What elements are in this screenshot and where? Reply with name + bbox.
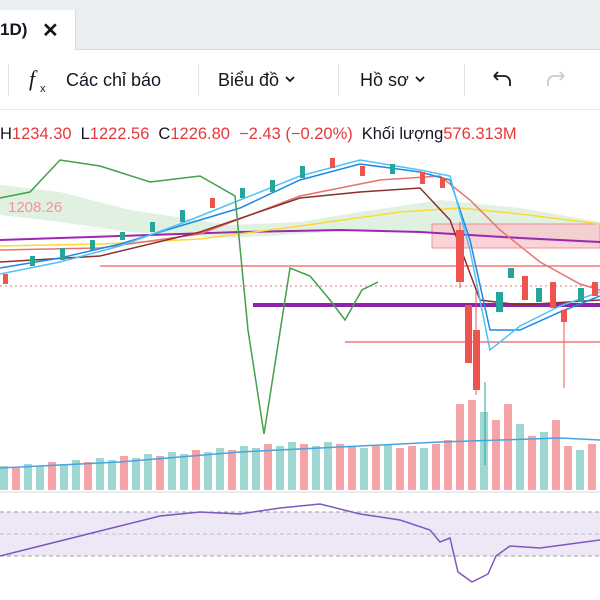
ma-line [0, 207, 600, 247]
low-label: L [80, 125, 90, 143]
high-label: H [0, 125, 12, 143]
price-level-label: 1208.26 [8, 199, 63, 216]
chart-type-button[interactable]: Biểu đồ [218, 50, 301, 110]
toolbar-divider [198, 64, 199, 96]
candles [3, 158, 598, 395]
low-value: 1222.56 [89, 125, 150, 143]
svg-text:x: x [40, 83, 46, 95]
oscillator-line [0, 159, 379, 435]
function-icon: f x [29, 66, 46, 95]
close-icon[interactable]: ✕ [42, 20, 59, 42]
close-value: 1226.80 [170, 125, 230, 143]
close-label: C [158, 125, 171, 143]
redo-icon [547, 71, 565, 86]
rsi-line [0, 503, 600, 583]
toolbar-divider [338, 64, 339, 96]
ma-line [0, 159, 600, 352]
indicators-button[interactable]: f x Các chỉ báo [26, 50, 161, 110]
tab-label: 1D) [0, 20, 28, 39]
change-value: −2.43 (−0.20%) [239, 125, 353, 143]
ohlc-legend: H1234.30 L1222.56 C1226.80 −2.43 (−0.20%) Kh… [0, 125, 517, 144]
chevron-down-icon [285, 76, 295, 83]
volume-label: Khối lượng [361, 125, 444, 143]
toolbar-divider [8, 64, 9, 96]
volume-value: 576.313M [443, 125, 517, 143]
volume-ma-line [0, 437, 600, 469]
ma-line [0, 175, 600, 291]
indicators-label: Các chỉ báo [66, 69, 162, 90]
chevron-down-icon [415, 76, 425, 83]
high-value: 1234.30 [11, 125, 72, 143]
undo-icon[interactable] [488, 68, 514, 92]
svg-text:f: f [29, 66, 38, 91]
chart-type-label: Biểu đồ [218, 69, 280, 90]
chart-tab[interactable]: 1D) ✕ [0, 10, 76, 50]
tab-bar: 1D) ✕ [0, 0, 600, 50]
toolbar-divider [464, 64, 465, 96]
volume-bars [0, 400, 596, 490]
toolbar: f x Các chỉ báo Biểu đồ Hồ sơ [0, 50, 600, 110]
profile-button[interactable]: Hồ sơ [360, 50, 431, 110]
profile-label: Hồ sơ [360, 69, 409, 90]
